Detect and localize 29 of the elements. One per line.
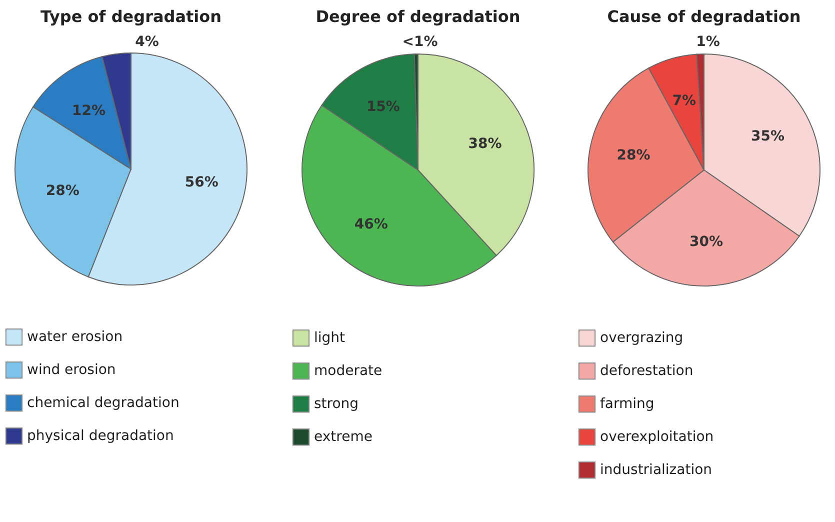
legend-label: extreme: [314, 429, 372, 445]
chart-title: Type of degradation: [40, 7, 222, 26]
legend-label: strong: [314, 396, 358, 412]
legend-label: light: [314, 330, 346, 346]
data-label: 4%: [135, 34, 159, 50]
legend-label: industrialization: [600, 462, 712, 478]
legend-label: deforestation: [600, 363, 694, 379]
data-label: 7%: [672, 92, 696, 109]
chart-title: Degree of degradation: [315, 7, 520, 26]
legend-label: farming: [600, 396, 654, 412]
data-label: 12%: [72, 102, 106, 119]
data-label: 38%: [468, 136, 502, 152]
data-label: 1%: [696, 34, 720, 50]
data-label: 35%: [750, 128, 784, 145]
data-label: 56%: [184, 174, 218, 190]
data-label: <1%: [402, 34, 438, 50]
legend-label: physical degradation: [27, 428, 174, 444]
data-label: 46%: [354, 216, 388, 233]
chart-title: Cause of degradation: [607, 7, 801, 26]
legend-label: water erosion: [27, 329, 123, 345]
data-label: 15%: [366, 99, 400, 116]
legend-label: overexploitation: [600, 429, 714, 445]
legend-label: chemical degradation: [27, 395, 180, 411]
data-label: 28%: [46, 183, 80, 200]
data-label: 28%: [616, 148, 650, 164]
data-label: 30%: [689, 234, 723, 250]
legend-label: moderate: [314, 363, 382, 379]
legend-label: overgrazing: [600, 330, 684, 346]
legend-label: wind erosion: [27, 362, 116, 378]
